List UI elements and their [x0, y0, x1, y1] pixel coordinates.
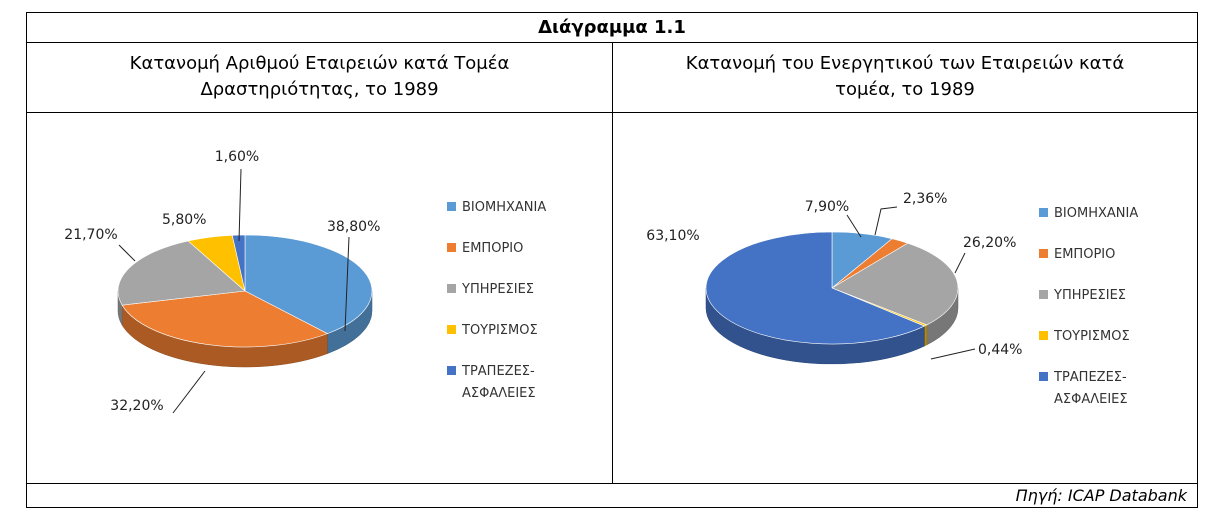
legend-label-3-0: ΤΟΥΡΙΣΜΟΣ [461, 323, 538, 338]
legend-swatch-1 [1039, 249, 1048, 258]
legend: ΒΙΟΜΗΧΑΝΙΑ ΕΜΠΟΡΙΟ ΥΠΗΡΕΣΙΕΣ ΤΟΥΡΙΣΜΟΣ ΤΡΑΠΕ… [447, 200, 546, 401]
legend-swatch-2 [1039, 290, 1048, 299]
leader-line-εμποριο [172, 370, 206, 414]
legend-label-2-0: ΥΠΗΡΕΣΙΕΣ [1053, 288, 1126, 303]
legend-label-4-0: ΤΡΑΠΕΖΕΣ- [1053, 370, 1127, 385]
pie-slice-υπηρεσιες [831, 242, 959, 326]
legend-label-4-1: ΑΣΦΑΛΕΙΕΣ [1054, 392, 1128, 407]
pie-slice-τραπεζες-ασφαλειες [231, 234, 246, 292]
pie-slice-υπηρεσιες [117, 240, 246, 306]
legend: ΒΙΟΜΗΧΑΝΙΑ ΕΜΠΟΡΙΟ ΥΠΗΡΕΣΙΕΣ ΤΟΥΡΙΣΜΟΣ ΤΡΑΠΕ… [1039, 206, 1138, 407]
data-label-τραπεζες-ασφαλειες: 1,60% [215, 149, 259, 165]
legend-swatch-0 [447, 202, 456, 211]
leader-line-υπηρεσιες [118, 244, 136, 262]
legend-label-1-0: ΕΜΠΟΡΙΟ [1054, 247, 1115, 262]
legend-label-2-0: ΥΠΗΡΕΣΙΕΣ [461, 282, 534, 297]
data-label-τουρισμος: 0,44% [978, 342, 1022, 358]
leader-line-υπηρεσιες [954, 252, 966, 274]
chart-2-title-line-2: τομέα, το 1989 [835, 79, 975, 100]
legend-swatch-2 [447, 284, 456, 293]
legend-label-4-0: ΤΡΑΠΕΖΕΣ- [461, 364, 535, 379]
figure-frame: Διάγραμμα 1.1 Κατανομή Αριθμού Εταιρειών… [26, 12, 1198, 508]
legend-swatch-3 [447, 325, 456, 334]
data-label-βιομηχανια: 7,90% [805, 199, 849, 215]
data-label-βιομηχανια: 38,80% [327, 219, 380, 235]
chart-1-panel: 38,80% 32,20% 21,70% 5,80% 1,60% ΒΙΟΜΗΧΑΝΙΑ ΕΜ… [27, 113, 613, 483]
legend-label-4-1: ΑΣΦΑΛΕΙΕΣ [462, 386, 536, 401]
leader-line-βιομηχανια [846, 214, 862, 238]
pie-data-labels: 38,80% 32,20% 21,70% 5,80% 1,60% [64, 149, 380, 414]
pie-slice-εμποριο [121, 290, 329, 348]
data-label-τουρισμος: 5,80% [162, 212, 206, 228]
legend-swatch-4 [447, 366, 456, 375]
leader-line-βιομηχανια [344, 236, 350, 332]
data-label-τραπεζες-ασφαλειες: 63,10% [646, 228, 699, 244]
pie-data-labels: 7,90% 2,36% 26,20% 0,44% 63,10% [646, 191, 1022, 360]
legend-label-3-0: ΤΟΥΡΙΣΜΟΣ [1053, 329, 1130, 344]
figure-title: Διάγραμμα 1.1 [27, 13, 1197, 43]
legend-label-1-0: ΕΜΠΟΡΙΟ [462, 241, 523, 256]
pie-side-τουρισμος [924, 324, 927, 347]
chart-2-panel: 7,90% 2,36% 26,20% 0,44% 63,10% ΒΙΟΜΗΧΑΝΙΑ ΕΜΠ… [613, 113, 1197, 483]
pie-chart-companies: 38,80% 32,20% 21,70% 5,80% 1,60% ΒΙΟΜΗΧΑΝΙΑ ΕΜ… [64, 149, 546, 414]
pie-slices [705, 231, 959, 345]
pie-chart-assets: 7,90% 2,36% 26,20% 0,44% 63,10% ΒΙΟΜΗΧΑΝΙΑ ΕΜΠ… [646, 191, 1138, 407]
pie-slices [117, 234, 373, 348]
source-note: Πηγή: ICAP Databank [27, 483, 1197, 507]
chart-1-title-line-2: Δραστηριότητας, το 1989 [200, 79, 439, 100]
leader-line-τουρισμος [930, 348, 976, 360]
pie-slice-βιομηχανια [244, 234, 373, 334]
chart-2-title: Κατανομή του Ενεργητικού των Εταιρειών κ… [613, 43, 1197, 113]
chart-1-title: Κατανομή Αριθμού Εταιρειών κατά Τομέα Δρ… [27, 43, 613, 113]
leader-line-τραπεζες-ασφαλειες [238, 168, 242, 242]
chart-1-title-line-1: Κατανομή Αριθμού Εταιρειών κατά Τομέα [129, 53, 510, 74]
legend-label-0-0: ΒΙΟΜΗΧΑΝΙΑ [462, 200, 546, 215]
legend-swatch-4 [1039, 372, 1048, 381]
legend-swatch-1 [447, 243, 456, 252]
legend-swatch-3 [1039, 331, 1048, 340]
pie-slice-τραπεζες-ασφαλειες [705, 231, 926, 345]
chart-2-title-line-1: Κατανομή του Ενεργητικού των Εταιρειών κ… [685, 53, 1125, 74]
data-label-εμποριο: 32,20% [110, 398, 163, 414]
legend-label-0-0: ΒΙΟΜΗΧΑΝΙΑ [1054, 206, 1138, 221]
leader-line-εμποριο [874, 206, 898, 236]
data-label-υπηρεσιες: 26,20% [963, 235, 1016, 251]
data-label-εμποριο: 2,36% [903, 191, 947, 207]
data-label-υπηρεσιες: 21,70% [64, 227, 117, 243]
legend-swatch-0 [1039, 208, 1048, 217]
